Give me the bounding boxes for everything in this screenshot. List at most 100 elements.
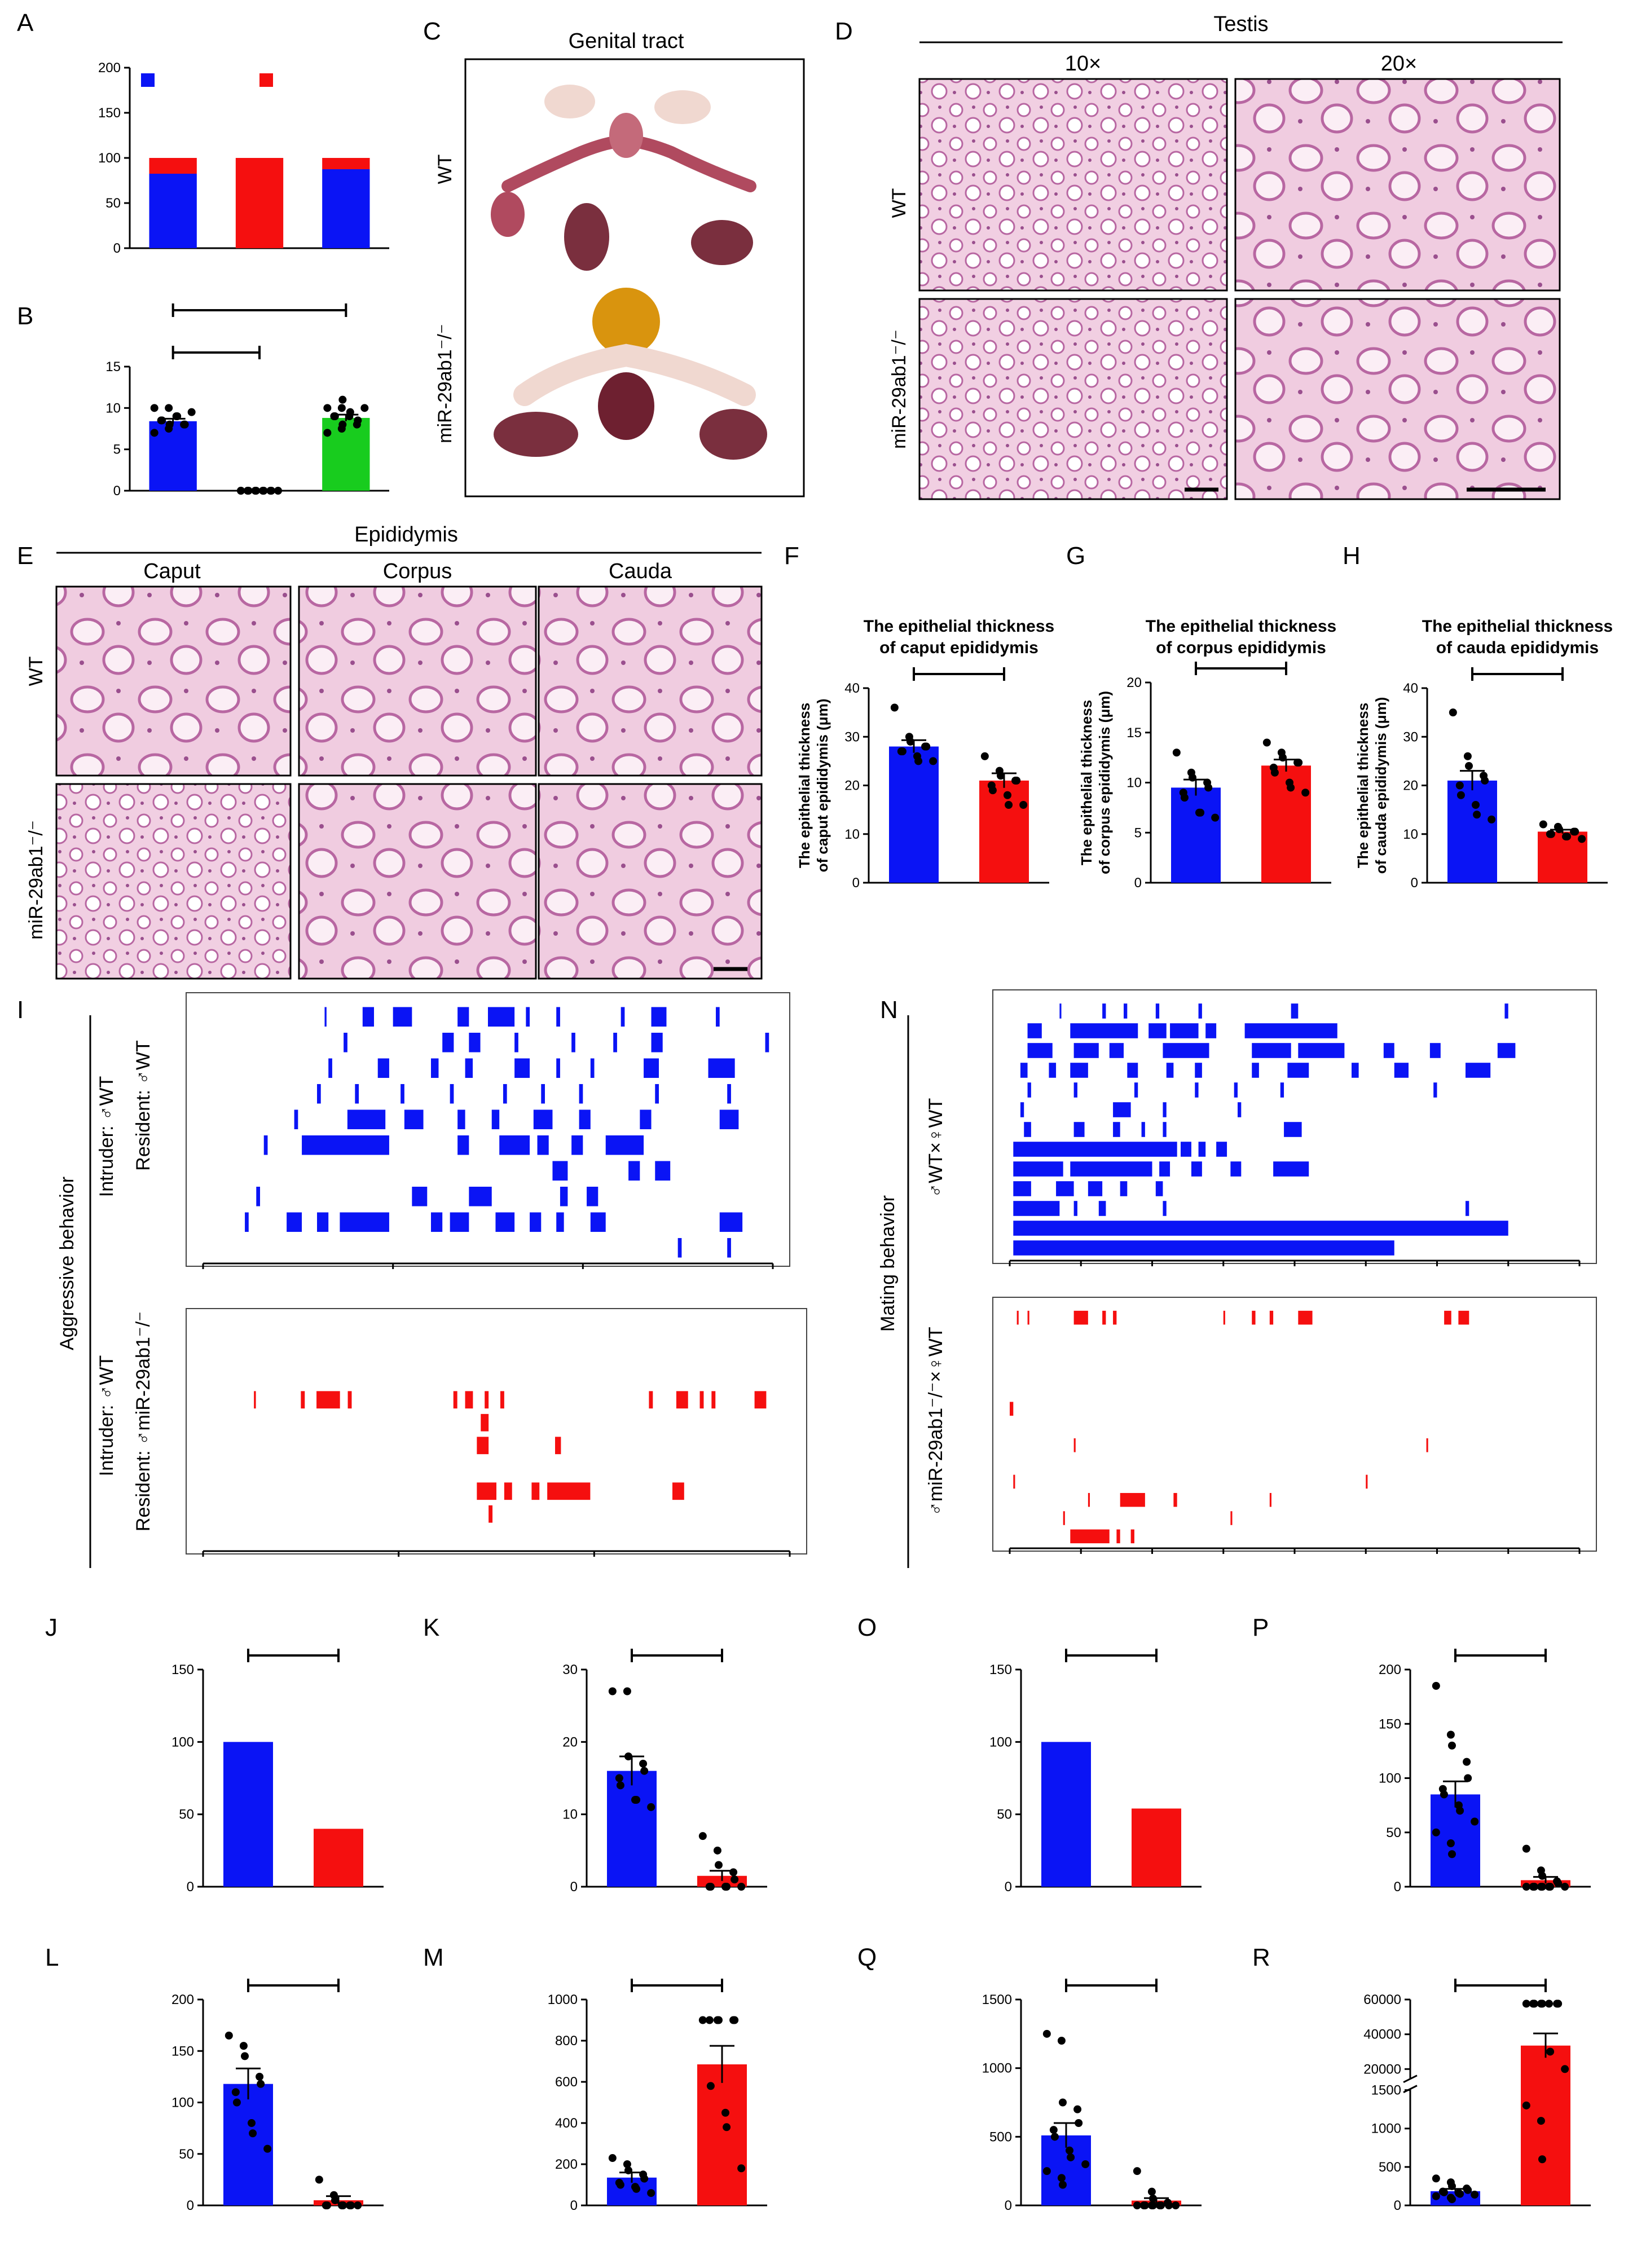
- raster-event: [1173, 1492, 1177, 1507]
- raster-event: [1056, 1181, 1074, 1196]
- raster-i-bottom: [186, 1308, 807, 1557]
- epididymis-corpus-label: Corpus: [383, 560, 452, 583]
- panel-letter-k: K: [423, 1614, 439, 1641]
- data-point: [1279, 754, 1287, 762]
- data-point: [232, 2098, 241, 2107]
- data-point: [1172, 748, 1181, 757]
- raster-event: [1252, 1043, 1291, 1058]
- data-point: [1059, 2181, 1067, 2189]
- raster-event: [672, 1482, 684, 1500]
- data-point: [165, 420, 174, 429]
- raster-event: [1073, 1043, 1099, 1058]
- data-point: [1133, 2201, 1141, 2209]
- data-point: [354, 416, 362, 425]
- y-tick-label: 200: [555, 2157, 578, 2172]
- data-point: [173, 412, 182, 420]
- y-tick-label: 0: [1134, 875, 1142, 891]
- bar: [1447, 780, 1497, 883]
- raster-event: [1273, 1161, 1309, 1177]
- raster-event: [1013, 1201, 1060, 1216]
- y-tick-label: 400: [555, 2116, 578, 2131]
- y-tick-label: 100: [98, 151, 121, 166]
- y-tick-label: 0: [1411, 875, 1418, 891]
- y-tick-label: 200: [98, 60, 121, 76]
- y-axis-label-line: The epithelial thickness: [796, 703, 813, 868]
- data-point: [241, 2052, 249, 2060]
- data-point: [1554, 1879, 1563, 1888]
- bar-not-pregnancy: [322, 158, 370, 169]
- bar: [889, 746, 939, 883]
- raster-event: [727, 1084, 731, 1104]
- axis-break-mark: [1403, 2075, 1418, 2084]
- y-tick-label: 5: [1134, 825, 1142, 840]
- y-axis-label-line: The epithelial thickness: [1078, 700, 1095, 865]
- data-point: [1456, 791, 1465, 799]
- data-point: [231, 2088, 240, 2097]
- data-point: [1446, 1839, 1455, 1847]
- data-point: [1133, 2167, 1141, 2175]
- y-axis-label: The epithelial thicknessof caput epididy…: [796, 699, 831, 873]
- raster-event: [1504, 1003, 1508, 1019]
- data-point: [922, 742, 931, 751]
- raster-event: [1073, 1310, 1088, 1325]
- raster-event: [489, 1505, 493, 1523]
- raster-event: [1120, 1181, 1128, 1196]
- data-point: [929, 757, 938, 765]
- data-point: [1522, 1883, 1530, 1891]
- bar-pregnancy: [322, 169, 370, 248]
- raster-event: [1383, 1043, 1394, 1058]
- raster-event: [531, 1482, 540, 1500]
- panel-letter-m: M: [423, 1944, 444, 1971]
- raster-event: [340, 1212, 389, 1232]
- data-point: [1530, 2000, 1538, 2008]
- chart-m: 0 200 400 600 800 1000: [548, 1979, 767, 2213]
- raster-event: [1013, 1142, 1177, 1157]
- raster-event: [1049, 1063, 1057, 1078]
- chart-title: The epithelial thickness of corpus epidid…: [1146, 617, 1336, 657]
- raster-event: [1269, 1492, 1271, 1507]
- data-point: [225, 2031, 233, 2040]
- data-point: [639, 1759, 648, 1768]
- data-point: [1180, 794, 1189, 802]
- y-tick-label: 50: [997, 1807, 1012, 1822]
- raster-n-top: [992, 989, 1597, 1266]
- y-tick-label: 1500: [1371, 2083, 1401, 2098]
- y-tick-label: 0: [187, 1879, 194, 1895]
- data-point: [150, 429, 159, 437]
- y-tick-label: 200: [171, 1992, 194, 2007]
- data-point: [1448, 2182, 1456, 2190]
- raster-event: [555, 1437, 561, 1455]
- raster-event: [1244, 1023, 1337, 1038]
- raster-event: [560, 1186, 568, 1206]
- y-tick-label: 20: [1403, 778, 1418, 794]
- data-point: [616, 1781, 624, 1790]
- data-point: [632, 1796, 641, 1804]
- data-point: [615, 1774, 623, 1782]
- data-point: [723, 1883, 731, 1891]
- raster-event: [1113, 1122, 1120, 1137]
- raster-event: [541, 1084, 545, 1104]
- data-point: [721, 2108, 729, 2117]
- mating-behavior-label: Mating behavior: [877, 1195, 899, 1332]
- panel-letter-n: N: [880, 996, 898, 1024]
- aggressive-behavior-label: Aggressive behavior: [56, 1177, 78, 1350]
- data-point: [1149, 2194, 1157, 2203]
- raster-event: [1027, 1043, 1053, 1058]
- testis-panel: Testis 10× 20× WT miR-29ab1⁻/⁻: [888, 12, 1563, 500]
- y-tick-label: 150: [1379, 1716, 1401, 1732]
- raster-event: [537, 1135, 549, 1155]
- chart-k: 0 10 20 30: [562, 1649, 767, 1895]
- data-point: [623, 2160, 631, 2168]
- raster-event: [485, 1391, 489, 1409]
- y-tick-label: 50: [1386, 1825, 1401, 1840]
- y-tick-label: 800: [555, 2033, 578, 2049]
- raster-event: [1238, 1102, 1242, 1117]
- y-tick-label: 50: [179, 2147, 194, 2162]
- data-point: [1057, 2037, 1066, 2045]
- epididymis-title: Epididymis: [354, 523, 458, 547]
- y-tick-label: 100: [1379, 1771, 1401, 1786]
- raster-frame: [186, 992, 790, 1267]
- y-tick-label: 10: [105, 400, 121, 416]
- raster-event: [355, 1084, 359, 1104]
- axis-break-gap: [1405, 2078, 1416, 2089]
